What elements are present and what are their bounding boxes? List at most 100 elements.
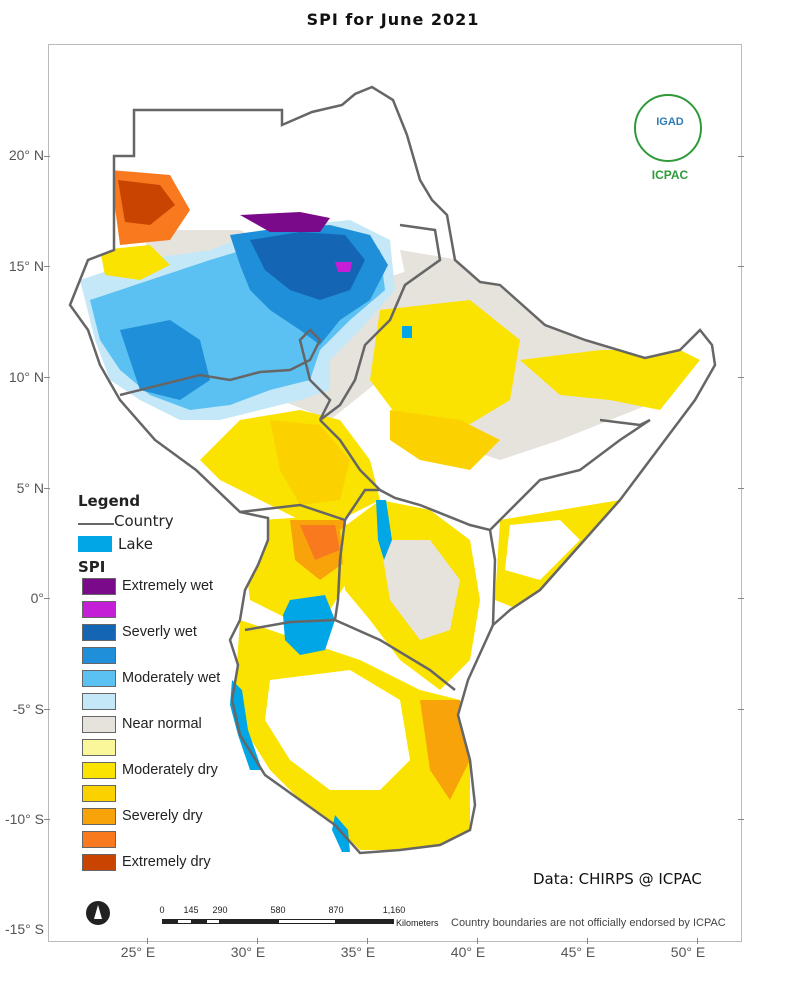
lat-label-10s: -10° S — [4, 811, 44, 827]
spi-color-swatch — [82, 670, 116, 687]
scale-label: 0 — [159, 905, 165, 915]
spi-color-swatch — [82, 601, 116, 618]
spi-color-swatch — [82, 854, 116, 871]
scale-segment — [162, 919, 177, 924]
wet-extreme-zone — [240, 212, 330, 232]
scale-label: 1,160 — [382, 905, 406, 915]
tick — [697, 938, 698, 944]
lat-label-10n: 10° N — [8, 369, 44, 385]
spi-legend-row: Extremely dry — [78, 852, 258, 875]
border-sudan-ethiopia — [319, 223, 442, 421]
tick — [367, 938, 368, 944]
scale-bar: 0 145 290 580 870 1,160 Kilometers — [159, 905, 450, 935]
border-somaliland — [599, 418, 651, 427]
legend-country-label: Country — [114, 512, 174, 530]
legend-title: Legend — [78, 492, 141, 510]
spi-color-swatch — [82, 739, 116, 756]
legend-lake-row: Lake — [78, 532, 258, 554]
no-data-area — [505, 520, 580, 580]
tick — [44, 488, 50, 489]
map-title: SPI for June 2021 — [306, 10, 480, 29]
tick — [738, 598, 744, 599]
lat-label-5s: -5° S — [12, 701, 44, 717]
spi-class-label: Moderately dry — [122, 762, 218, 778]
scale-segment — [206, 919, 220, 924]
tick — [44, 709, 50, 710]
dry-zone — [300, 525, 340, 560]
spi-class-list: Extremely wet Severly wet Moderately wet Ne… — [78, 576, 258, 875]
scale-units: Kilometers — [396, 918, 439, 928]
icpac-logo: IGAD ICPAC — [632, 94, 708, 184]
scale-segment — [278, 919, 336, 924]
tick — [147, 938, 148, 944]
border-tanzania — [244, 618, 456, 691]
spi-legend-row — [78, 737, 258, 760]
logo-ring — [634, 94, 702, 162]
scale-label: 870 — [328, 905, 344, 915]
country-line-swatch — [78, 523, 114, 525]
border-kenya-somalia — [488, 529, 497, 626]
spi-legend-row: Moderately dry — [78, 760, 258, 783]
tick — [738, 156, 744, 157]
lake-tanganyika — [230, 680, 262, 770]
spi-class-label: Extremely wet — [122, 578, 214, 594]
country-borders — [119, 223, 651, 691]
tick — [44, 819, 50, 820]
spi-legend-row — [78, 645, 258, 668]
dry-severe-zone — [420, 700, 470, 800]
region-boundary — [68, 85, 717, 855]
lon-label-50e: 50° E — [670, 944, 706, 960]
scale-label: 145 — [183, 905, 199, 915]
lat-label-5n: 5° N — [16, 480, 44, 496]
dry-zone — [270, 420, 350, 505]
spi-color-swatch — [82, 647, 116, 664]
border-ethiopia-kenya-somalia — [319, 418, 651, 532]
spi-class-label: Severely dry — [122, 808, 203, 824]
lat-label-0: 0° — [30, 590, 44, 606]
north-arrow-icon — [86, 901, 110, 925]
spi-color-swatch — [82, 624, 116, 641]
wet-severe-zone — [250, 232, 365, 300]
tick — [44, 377, 50, 378]
lat-label-15s: -15° S — [4, 921, 44, 937]
scale-segment — [220, 919, 278, 924]
legend: Legend Country Lake SPI Extremely wet Sev… — [78, 492, 258, 875]
legend-country-row: Country — [78, 510, 258, 532]
tick — [44, 156, 50, 157]
wet-zone — [120, 320, 210, 400]
lake-tana — [402, 326, 412, 338]
spi-legend-row: Extremely wet — [78, 576, 258, 599]
spi-legend-row: Near normal — [78, 714, 258, 737]
boundary-disclaimer: Country boundaries are not officially en… — [451, 917, 726, 929]
scale-segment — [177, 919, 192, 924]
dry-zone — [520, 350, 700, 410]
dry-zone — [100, 245, 170, 280]
dry-zone — [390, 410, 500, 470]
tick — [738, 377, 744, 378]
spi-legend-row: Severly wet — [78, 622, 258, 645]
near-normal-zone — [380, 540, 460, 640]
spi-legend-row: Severely dry — [78, 806, 258, 829]
spi-legend-row — [78, 691, 258, 714]
tick — [44, 266, 50, 267]
border-uganda-kenya — [333, 519, 347, 621]
lon-label-35e: 35° E — [340, 944, 376, 960]
lat-label-20n: 20° N — [8, 147, 44, 163]
tick — [738, 488, 744, 489]
spi-color-swatch — [82, 693, 116, 710]
lon-label-25e: 25° E — [120, 944, 156, 960]
scale-label: 290 — [212, 905, 228, 915]
spi-legend-title: SPI — [78, 558, 106, 576]
spi-class-label: Extremely dry — [122, 854, 211, 870]
lake-swatch — [78, 536, 112, 552]
border-sudan-south-sudan — [119, 328, 332, 421]
tick — [44, 598, 50, 599]
lon-label-45e: 45° E — [560, 944, 596, 960]
lat-label-15n: 15° N — [8, 258, 44, 274]
tick — [738, 266, 744, 267]
dry-extreme-zone — [118, 180, 175, 225]
spi-color-swatch — [82, 578, 116, 595]
tick — [257, 938, 258, 944]
logo-icpac-text: ICPAC — [651, 168, 689, 182]
